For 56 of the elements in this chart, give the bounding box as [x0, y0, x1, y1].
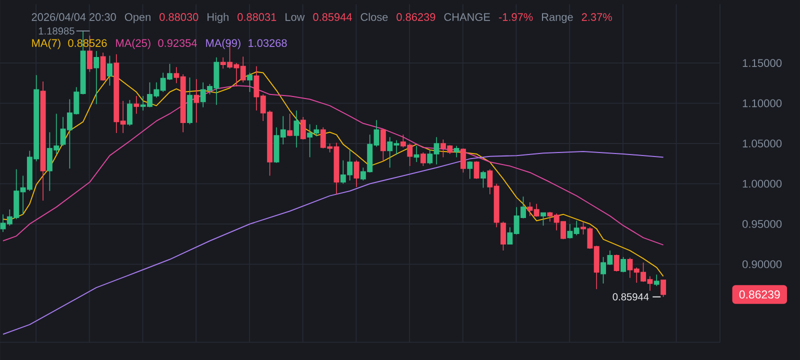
annotation: High: [208, 12, 228, 24]
annotation: 1.03268: [248, 39, 287, 47]
y-tick-label: 0.90000: [742, 260, 782, 268]
candlestick: [460, 148, 466, 173]
candlestick: [500, 221, 506, 251]
y-tick-label: 1.00000: [742, 180, 782, 188]
candlestick: [106, 55, 112, 86]
annotation: Open: [124, 13, 150, 24]
candlestick: [480, 170, 486, 188]
annotation: -1.97%: [498, 13, 533, 21]
text: MA(25): [116, 38, 150, 50]
candlestick: [474, 160, 480, 180]
candlestick: [620, 256, 626, 273]
annotation: Close: [360, 12, 388, 21]
y-tick-label: 1.10000: [742, 99, 782, 108]
annotation: Low: [286, 13, 305, 21]
candlestick: [660, 280, 666, 298]
annotation: 1.18985: [38, 27, 74, 35]
annotation: 0.88031: [238, 13, 276, 21]
candlestick: [40, 81, 46, 202]
candlestick: [414, 146, 420, 162]
y-tick-label: 0.95000: [742, 220, 782, 228]
candlestick: [654, 274, 660, 286]
candlestick: [247, 72, 253, 92]
candlestick: [287, 113, 293, 137]
candlestick: [540, 212, 546, 226]
candlestick: [300, 116, 306, 140]
annotation: 2026/04/04 20:30: [32, 12, 116, 21]
candlestick: [614, 254, 620, 272]
line-series: [2, 85, 664, 246]
candlestick: [127, 100, 132, 126]
annotation: Range: [542, 13, 573, 24]
y-tick-label: 1.15000: [742, 59, 782, 67]
candlestick: [354, 160, 360, 188]
annotation: 0.85944: [313, 13, 352, 21]
annotation: 0.92354: [158, 39, 197, 47]
annotation: CHANGE: [444, 13, 490, 21]
annotation: 0.86239: [396, 13, 436, 21]
annotation: 0.85944: [612, 293, 649, 300]
text: 0.86239: [739, 290, 780, 299]
candlestick: [380, 128, 386, 162]
y-tick-label: 1.05000: [742, 140, 782, 148]
annotation: 0.88030: [160, 13, 198, 21]
candlestick: [194, 78, 200, 123]
text: MA(7): [32, 38, 60, 50]
candlestick: [94, 50, 100, 104]
candlestick: [467, 160, 473, 180]
candlestick: [134, 96, 140, 114]
candlestick: [420, 152, 426, 166]
line-series: [2, 71, 664, 277]
candlestick: [454, 146, 460, 158]
line-series: [2, 151, 664, 335]
candlestick: [187, 77, 192, 125]
candlestick: [294, 110, 300, 148]
annotation: 2.37%: [582, 13, 612, 21]
candlestick: [100, 52, 106, 82]
